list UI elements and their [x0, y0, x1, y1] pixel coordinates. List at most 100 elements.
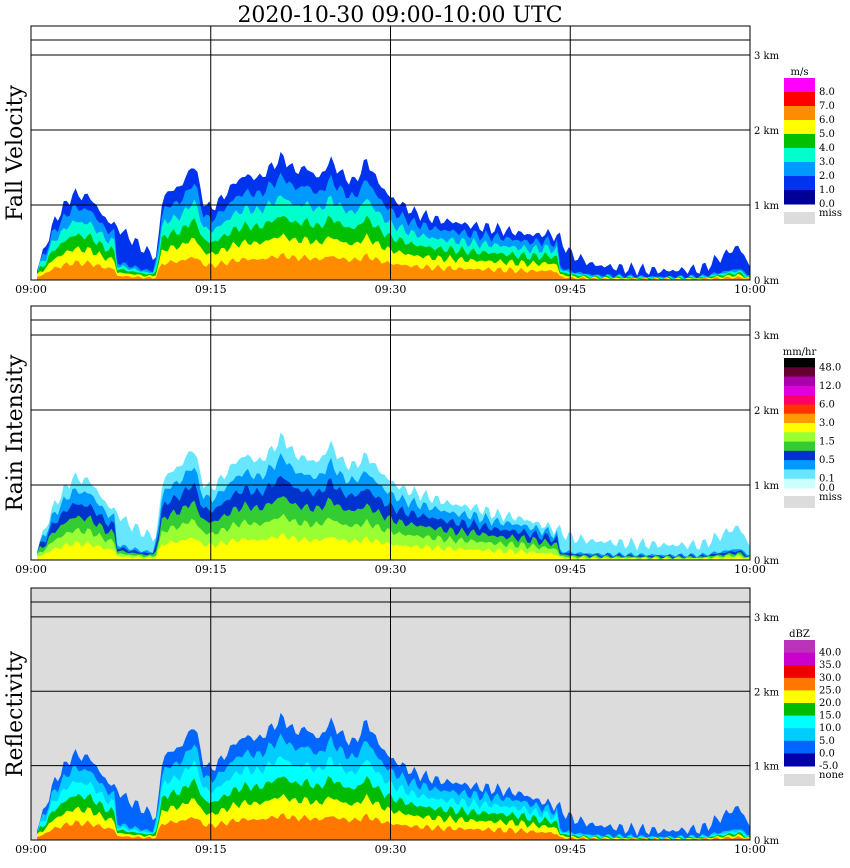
y-axis-title: Fall Velocity — [3, 85, 28, 221]
y-axis-title: Reflectivity — [3, 650, 28, 777]
y-tick-label: 3 km — [754, 51, 780, 62]
plot-frame — [30, 305, 751, 561]
legend-swatch — [784, 469, 815, 480]
legend-swatch — [784, 441, 815, 452]
y-tick-label: 3 km — [754, 331, 780, 342]
x-tick-label: 09:15 — [195, 563, 227, 576]
legend-swatch — [784, 106, 815, 121]
x-tick-label: 10:00 — [734, 843, 766, 856]
legend-label: 1.0 — [819, 185, 835, 196]
legend-swatch — [784, 740, 815, 754]
legend-swatch — [784, 358, 815, 368]
legend-swatch — [784, 665, 815, 679]
x-tick-label: 09:30 — [375, 283, 407, 296]
echo-layer-5 — [37, 253, 750, 280]
y-tick-label: 0 km — [754, 836, 780, 847]
y-tick-label: 0 km — [754, 276, 780, 287]
legend-label: 1.5 — [819, 437, 835, 448]
legend-swatch — [784, 148, 815, 163]
legend-missing-swatch — [784, 774, 815, 786]
legend-swatch — [784, 432, 815, 443]
x-tick-label: 09:00 — [15, 563, 47, 576]
legend-swatch — [784, 703, 815, 717]
legend-swatch — [784, 134, 815, 149]
x-tick-label: 09:15 — [195, 283, 227, 296]
legend-label: 40.0 — [819, 648, 841, 659]
legend-unit: mm/hr — [783, 347, 817, 358]
legend-label: 3.0 — [819, 157, 835, 168]
y-tick-label: 2 km — [754, 406, 780, 417]
echo-layers — [37, 432, 750, 560]
legend-label: 10.0 — [819, 723, 841, 734]
legend-label: 35.0 — [819, 660, 841, 671]
legend-label: 4.0 — [819, 143, 835, 154]
y-axis-title: Rain Intensity — [3, 354, 28, 511]
legend-label: 0.1 — [819, 474, 835, 485]
legend-label: 0.0 — [819, 483, 835, 494]
echo-layer-5 — [37, 813, 750, 840]
legend-swatch — [784, 690, 815, 704]
legend-unit: dBZ — [789, 629, 810, 640]
x-tick-label: 10:00 — [734, 563, 766, 576]
legend-swatch — [784, 460, 815, 470]
legend-swatch — [784, 404, 815, 415]
plot-frame — [30, 587, 751, 841]
x-tick-label: 09:00 — [15, 843, 47, 856]
legend-label: 8.0 — [819, 87, 835, 98]
y-tick-label: 1 km — [754, 762, 780, 773]
y-tick-label: 3 km — [754, 613, 780, 624]
x-tick-label: 09:45 — [554, 283, 586, 296]
legend-label: 2.0 — [819, 171, 835, 182]
legend-swatch — [784, 413, 815, 424]
legend-label: 48.0 — [819, 362, 841, 373]
legend-swatch — [784, 376, 815, 387]
legend-swatch — [784, 677, 815, 691]
legend-label: 20.0 — [819, 698, 841, 709]
legend-missing-label: miss — [819, 208, 842, 219]
legend-swatch — [784, 753, 815, 767]
legend-label: 15.0 — [819, 711, 841, 722]
legend-swatch — [784, 78, 815, 93]
panels: 0 km 1 km 2 km 3 km 09:00 09:15 09:30 09:45 10:0… — [3, 25, 844, 856]
legend-swatch — [784, 162, 815, 177]
legend-swatch — [784, 190, 815, 205]
legend-swatch — [784, 423, 815, 433]
legend-swatch — [784, 176, 815, 191]
legend-swatch — [784, 652, 815, 666]
legend-missing-label: miss — [819, 492, 842, 503]
panel-1: 0 km 1 km 2 km 3 km 09:00 09:15 09:30 09:45 10:0… — [3, 305, 842, 576]
echo-layer-5 — [37, 533, 750, 560]
y-tick-label: 0 km — [754, 556, 780, 567]
legend-label: 5.0 — [819, 736, 835, 747]
x-tick-label: 10:00 — [734, 283, 766, 296]
panel-0: 0 km 1 km 2 km 3 km 09:00 09:15 09:30 09:45 10:0… — [3, 25, 842, 296]
x-tick-label: 09:00 — [15, 283, 47, 296]
legend-swatch — [784, 367, 815, 378]
x-tick-label: 09:15 — [195, 843, 227, 856]
legend-swatch — [784, 395, 815, 405]
legend-label: 7.0 — [819, 101, 835, 112]
legend-label: 5.0 — [819, 129, 835, 140]
legend-swatch — [784, 385, 815, 396]
x-tick-label: 09:45 — [554, 563, 586, 576]
legend-label: 0.0 — [819, 748, 835, 759]
echo-layers — [37, 712, 750, 840]
plot-frame — [30, 25, 751, 281]
y-tick-label: 1 km — [754, 201, 780, 212]
legend-label: 25.0 — [819, 685, 841, 696]
x-tick-label: 09:45 — [554, 843, 586, 856]
legend-swatch — [784, 450, 815, 461]
x-tick-label: 09:30 — [375, 563, 407, 576]
legend-label: 6.0 — [819, 115, 835, 126]
legend-label: 12.0 — [819, 381, 841, 392]
legend-label: 0.5 — [819, 455, 835, 466]
color-legend: dBZ 40.035.0 30.025.0 20.0 15.010.0 5.00.0 -5.… — [784, 629, 844, 786]
figure-title: 2020-10-30 09:00-10:00 UTC — [237, 3, 562, 28]
y-tick-label: 2 km — [754, 126, 780, 137]
legend-swatch — [784, 92, 815, 107]
legend-missing-swatch — [784, 496, 815, 508]
y-tick-label: 1 km — [754, 481, 780, 492]
legend-missing-label: none — [819, 770, 844, 781]
